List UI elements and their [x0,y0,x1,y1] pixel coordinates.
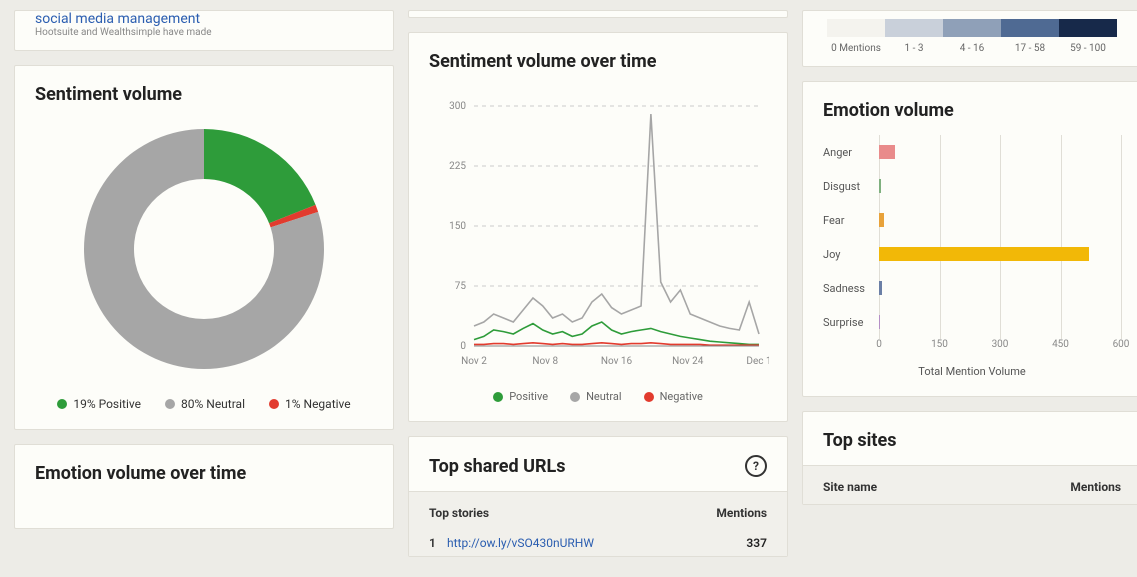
column-2: Sentiment volume over time 0 75 150 225 300 N… [408,10,788,557]
sentiment-volume-card: Sentiment volume 19% Positive 80% Neutral… [14,65,394,430]
svg-text:Dec 1: Dec 1 [746,356,769,367]
heatmap-swatch-label: 17 - 58 [1001,43,1059,54]
emotion-bar-row: Surprise [823,305,1121,339]
top-urls-col-story: Top stories [429,506,489,520]
heatmap-swatch-label: 59 - 100 [1059,43,1117,54]
top-urls-col-mentions: Mentions [716,506,767,520]
line-legend-item: Positive [493,390,548,403]
top-urls-rows: 1http://ow.ly/vSO430nURHW337 [429,530,767,556]
top-url-row: 1http://ow.ly/vSO430nURHW337 [429,530,767,556]
line-legend-item: Negative [644,390,703,403]
sentiment-line-legend: Positive Neutral Negative [429,390,767,403]
heatmap-swatch-label: 4 - 16 [943,43,1001,54]
svg-text:Nov 8: Nov 8 [532,356,558,367]
svg-text:Nov 16: Nov 16 [601,356,633,367]
emotion-bar-row: Sadness [823,271,1121,305]
help-icon[interactable]: ? [745,455,767,477]
top-sites-col-site: Site name [823,480,877,494]
svg-text:0: 0 [460,341,466,352]
emotion-over-time-card: Emotion volume over time [14,444,394,529]
emotion-bar-fill [879,281,882,295]
emotion-bar-fill [879,213,884,227]
sentiment-line-chart: 0 75 150 225 300 Nov 2 Nov 8 Nov 16 Nov 24 Dec 1 [429,86,769,376]
emotion-bar-label: Sadness [823,282,879,295]
svg-text:150: 150 [449,221,466,232]
emotion-xlabel: Total Mention Volume [823,365,1121,378]
top-urls-card: Top shared URLs ? Top stories Mentions 1… [408,436,788,557]
top-sites-card: Top sites Site name Mentions [802,411,1137,505]
svg-text:225: 225 [449,161,466,172]
heatmap-swatch-label: 0 Mentions [827,43,885,54]
emotion-bar-row: Joy [823,237,1121,271]
heatmap-swatch [1001,19,1059,37]
emotion-bar-row: Disgust [823,169,1121,203]
heatmap-swatch [827,19,885,37]
donut-legend-item: 80% Neutral [165,397,245,411]
row-index: 1 [429,536,447,550]
snippet-subtext: Hootsuite and Wealthsimple have made [35,27,373,38]
donut-legend-item: 19% Positive [57,397,141,411]
sentiment-volume-title: Sentiment volume [35,84,373,105]
svg-text:75: 75 [455,281,467,292]
emotion-bar-label: Joy [823,248,879,261]
heatmap-swatch-label: 1 - 3 [885,43,943,54]
heatmap-swatch [885,19,943,37]
column-1: social media management Hootsuite and We… [14,10,394,557]
emotion-bar-label: Surprise [823,316,879,329]
header-stub-card [408,10,788,18]
emotion-bar-label: Fear [823,214,879,227]
emotion-volume-title: Emotion volume [823,100,1121,121]
emotion-bar-row: Fear [823,203,1121,237]
emotion-bar-label: Disgust [823,180,879,193]
heatmap-swatch [1059,19,1117,37]
emotion-bar-label: Anger [823,146,879,159]
sentiment-over-time-title: Sentiment volume over time [429,51,767,72]
top-urls-title: Top shared URLs [429,456,566,477]
emotion-over-time-title: Emotion volume over time [35,463,373,484]
emotion-bar-row: Anger [823,135,1121,169]
emotion-bar-fill [879,315,880,329]
emotion-bar-fill [879,145,895,159]
row-mentions: 337 [717,536,767,550]
donut-legend-item: 1% Negative [269,397,351,411]
svg-text:Nov 2: Nov 2 [461,356,487,367]
sentiment-donut-legend: 19% Positive 80% Neutral 1% Negative [35,397,373,411]
sentiment-donut-chart [74,119,334,379]
emotion-volume-card: Emotion volume Anger Disgust Fear Joy Sadnes… [802,81,1137,397]
svg-text:Nov 24: Nov 24 [672,356,704,367]
column-3: 0 Mentions1 - 34 - 1617 - 5859 - 100 Emo… [802,10,1137,557]
svg-text:300: 300 [449,101,466,112]
heatmap-legend-card: 0 Mentions1 - 34 - 1617 - 5859 - 100 [802,10,1137,67]
snippet-link[interactable]: social media management [35,11,373,27]
top-sites-col-mentions: Mentions [1070,480,1121,494]
emotion-bar-fill [879,247,1089,261]
heatmap-swatch [943,19,1001,37]
sentiment-over-time-card: Sentiment volume over time 0 75 150 225 300 N… [408,32,788,422]
snippet-card: social media management Hootsuite and We… [14,10,394,51]
line-legend-item: Neutral [570,390,622,403]
top-sites-title: Top sites [823,430,1121,451]
heatmap-legend-swatches [823,19,1121,37]
emotion-xaxis: 0150300450600 [879,339,1121,355]
emotion-bar-chart: Anger Disgust Fear Joy Sadness Surprise [823,135,1121,339]
emotion-bar-fill [879,179,881,193]
dashboard-grid: social media management Hootsuite and We… [0,0,1137,567]
row-link[interactable]: http://ow.ly/vSO430nURHW [447,536,717,550]
heatmap-legend-labels: 0 Mentions1 - 34 - 1617 - 5859 - 100 [823,43,1121,54]
